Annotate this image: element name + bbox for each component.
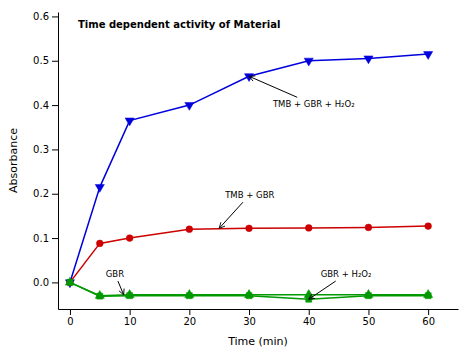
tick-label: 0.3 [33,144,49,155]
tick: 20 [183,309,196,327]
annotation-arrow [309,281,336,299]
annotation-text: GBR [106,269,124,279]
series-marker [95,184,104,192]
series [67,223,432,286]
axis-line [58,13,59,310]
tick-label: 30 [243,316,256,327]
tick-label: 10 [124,316,137,327]
series [65,277,432,298]
series-marker [186,293,192,299]
annotations: TMB + GBR + H₂O₂ TMB + GBR GBR GBR + H₂O₂ [106,76,372,299]
tick-mark [52,282,58,283]
tick: 10 [124,309,137,327]
series-marker [305,224,312,231]
series-marker [365,224,372,231]
series-line [70,54,428,282]
series-marker [425,223,432,230]
series-marker [246,225,253,232]
tick-label: 0.4 [33,100,49,111]
y-axis: 0.0 0.1 0.2 0.3 0.4 0.5 0.6 [33,11,58,309]
tick-mark [52,194,58,195]
series-marker [67,279,73,285]
tick: 0.2 [33,188,58,199]
tick-label: 60 [422,316,435,327]
series-marker [127,293,133,299]
x-axis: 0 10 20 30 40 50 60 [59,309,459,327]
tick-label: 0.2 [33,188,49,199]
series-marker [126,235,133,242]
tick: 0.3 [33,144,58,155]
tick: 40 [303,309,316,327]
tick: 30 [243,309,256,327]
tick-label: 0.0 [33,277,49,288]
annotation-text: TMB + GBR + H₂O₂ [272,99,355,109]
series-marker [186,226,193,233]
series-marker [424,51,433,59]
annotation-arrow [118,281,124,295]
plot-area [65,51,432,302]
series-marker [65,280,74,288]
y-axis-title: Absorbance [7,128,20,193]
tick-label: 40 [303,316,316,327]
series-marker [95,290,104,298]
series-line [70,226,428,282]
tick: 50 [363,309,376,327]
series-line [70,282,428,299]
tick: 0.1 [33,233,58,244]
tick-mark [249,309,250,315]
tick-label: 50 [363,316,376,327]
series-marker [96,240,103,247]
tick-mark [70,309,71,315]
tick: 60 [422,309,435,327]
series-marker [364,56,373,64]
annotation-text: GBR + H₂O₂ [321,269,372,279]
tick-mark [52,16,58,17]
series-marker [425,293,431,299]
tick-mark [189,309,190,315]
axis-line [59,309,459,310]
chart: 0 10 20 30 40 50 60 0.0 0.1 0.2 0.3 0.4 0.5 0.6 Time (… [0,0,474,355]
tick-mark [368,309,369,315]
series-marker [65,277,74,285]
tick-mark [52,61,58,62]
tick-mark [52,105,58,106]
x-axis-title: Time (min) [227,335,288,348]
series-marker [365,293,371,299]
annotation-text: TMB + GBR [224,190,274,200]
tick-label: 0.1 [33,233,49,244]
tick-label: 0 [67,316,73,327]
series-marker [185,102,194,110]
tick-mark [52,149,58,150]
tick-label: 0.5 [33,55,49,66]
tick: 0.4 [33,100,58,111]
tick: 0 [67,309,73,327]
tick: 0.5 [33,55,58,66]
tick-mark [309,309,310,315]
tick: 0.6 [33,11,58,22]
tick-mark [130,309,131,315]
series-marker [246,293,252,299]
series-marker [304,58,313,66]
tick-label: 0.6 [33,11,49,22]
annotation-arrow [219,202,243,228]
series-marker [125,118,134,126]
tick-label: 20 [183,316,196,327]
tick-mark [52,238,58,239]
series-marker [97,293,103,299]
series-marker [67,279,74,286]
series [67,279,431,302]
annotation-arrow [249,76,297,97]
series [65,51,432,287]
tick: 0.0 [33,277,58,288]
tick-mark [428,309,429,315]
title: Time dependent activity of Material [78,19,280,30]
